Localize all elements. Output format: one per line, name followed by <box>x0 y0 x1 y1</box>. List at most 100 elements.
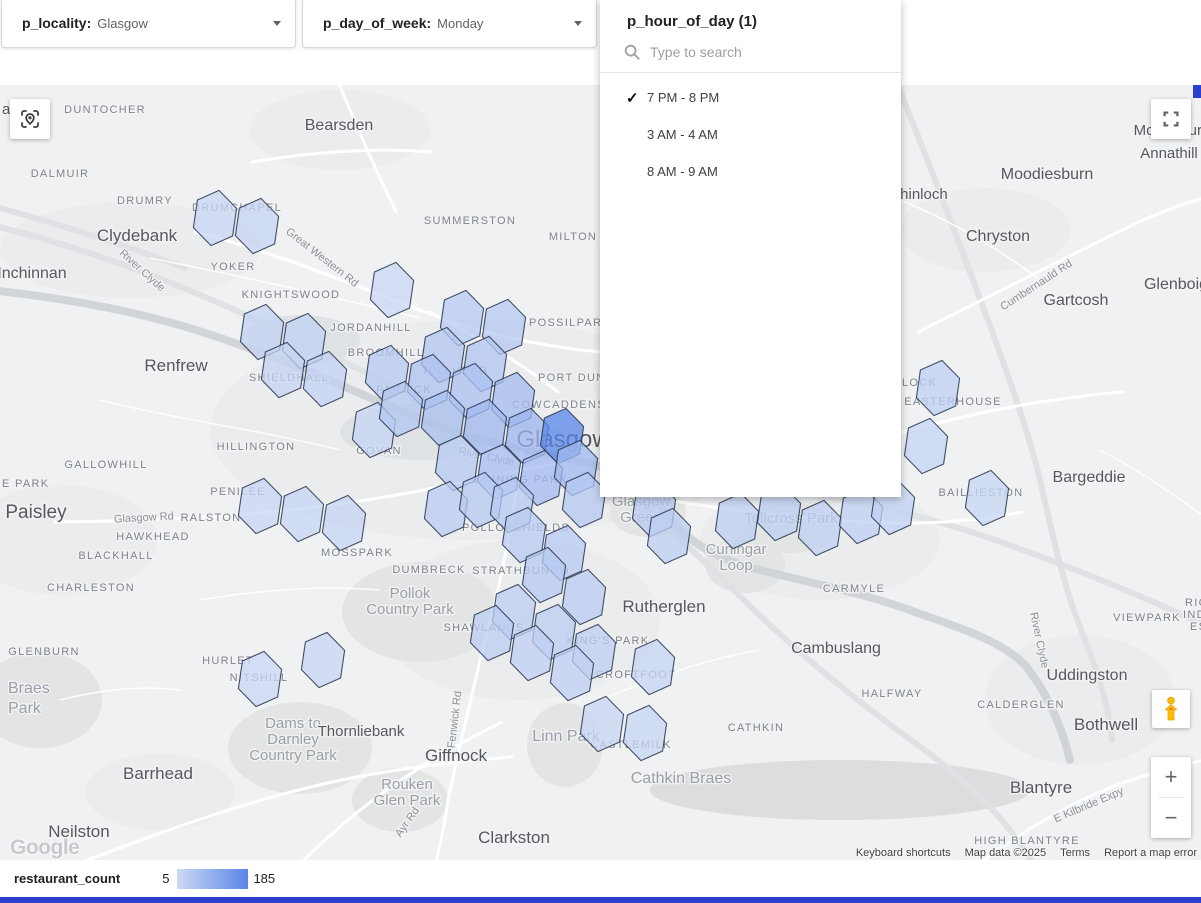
hex-bin[interactable] <box>797 499 843 557</box>
minor-roads <box>59 199 1201 701</box>
hex-bin[interactable] <box>378 380 424 438</box>
horizontal-scrollbar[interactable] <box>0 897 1201 903</box>
hex-bin[interactable] <box>521 546 567 604</box>
pegman-icon <box>1164 696 1178 721</box>
hour-option[interactable]: ✓ 7 PM - 8 PM <box>600 79 901 116</box>
map-label: JORDANHILL <box>330 322 411 334</box>
legend-min-value: 5 <box>162 871 170 886</box>
hour-filter-search <box>600 38 901 72</box>
map-label: Inchinnan <box>0 265 67 282</box>
legend-field-name: restaurant_count <box>14 871 121 886</box>
hex-bin[interactable] <box>300 631 346 689</box>
hex-bin[interactable] <box>561 568 607 626</box>
map-label: Chryston <box>966 228 1030 245</box>
map-data-copyright: Map data ©2025 <box>964 847 1047 859</box>
vertical-scrollbar-thumb[interactable] <box>1193 85 1201 98</box>
pegman-button[interactable] <box>1152 690 1190 728</box>
terms-link[interactable]: Terms <box>1060 847 1091 859</box>
fullscreen-button[interactable] <box>1151 99 1191 139</box>
google-logo[interactable]: Google <box>10 836 80 859</box>
filter-day-label: p_day_of_week: <box>323 15 432 31</box>
map-label: Blantyre <box>1010 778 1072 797</box>
hour-option[interactable]: 3 AM - 4 AM <box>600 116 901 153</box>
search-icon <box>624 44 640 60</box>
legend-max-value: 185 <box>253 871 276 886</box>
filter-day-of-week[interactable]: p_day_of_week: Monday <box>302 0 597 48</box>
hex-bin[interactable] <box>192 189 238 247</box>
hex-bin[interactable] <box>549 644 595 702</box>
hex-bin[interactable] <box>423 480 469 538</box>
hex-bin[interactable] <box>630 638 676 696</box>
map-label: RIG <box>1185 597 1201 609</box>
hex-bin[interactable] <box>237 650 283 708</box>
map-label: ES <box>1190 621 1201 633</box>
map-label: SUMMERSTON <box>424 215 516 227</box>
hex-bin[interactable] <box>579 695 625 753</box>
map-label: Cambuslang <box>791 640 881 657</box>
hexbin-layer[interactable] <box>192 189 1010 762</box>
map-label: HIGH BLANTYRE <box>974 835 1080 847</box>
hour-option-label: 8 AM - 9 AM <box>647 164 718 179</box>
hex-bin[interactable] <box>237 477 283 535</box>
map-label: Uddingston <box>1047 667 1128 684</box>
search-input[interactable] <box>648 43 885 61</box>
panel-divider <box>600 72 901 73</box>
hex-bin[interactable] <box>561 471 607 529</box>
hex-bin[interactable] <box>903 417 949 475</box>
map-label: MOSSPARK <box>321 547 393 559</box>
map-label: INDU <box>1183 609 1201 621</box>
hex-bin[interactable] <box>279 485 325 543</box>
hex-bin[interactable] <box>964 469 1010 527</box>
recenter-button[interactable] <box>10 99 50 139</box>
map-label: Glen Park <box>374 792 441 809</box>
filter-locality[interactable]: p_locality: Glasgow <box>1 0 296 48</box>
hex-bin[interactable] <box>469 604 515 662</box>
hex-bin[interactable] <box>369 261 415 319</box>
map-label: Paisley <box>5 502 67 523</box>
filter-locality-value: Glasgow <box>97 15 148 31</box>
filter-locality-label: p_locality: <box>22 15 92 31</box>
keyboard-shortcuts-link[interactable]: Keyboard shortcuts <box>855 847 951 859</box>
zoom-divider <box>1158 797 1184 798</box>
map-label: POSSILPARK <box>529 317 611 329</box>
legend-bar: restaurant_count 5 185 <box>0 860 1201 897</box>
map-attribution: Keyboard shortcuts Map data ©2025 Terms … <box>856 847 1197 859</box>
map-label: HILLINGTON <box>217 441 296 453</box>
map-label: CATHKIN <box>728 722 785 734</box>
map-label: Pollok <box>390 585 431 602</box>
hex-bin[interactable] <box>646 507 692 565</box>
recenter-pin-icon <box>21 110 39 128</box>
map-label: RALSTON <box>181 512 242 524</box>
map-label: HURLET <box>202 655 254 667</box>
chevron-down-icon <box>273 20 281 26</box>
map-label: DRUMRY <box>117 195 173 207</box>
map-label: DUMBRECK <box>392 564 465 576</box>
hex-bin[interactable] <box>509 624 555 682</box>
map-label: Thornliebank <box>318 723 405 740</box>
hex-bin[interactable] <box>234 197 280 255</box>
map-label: Clydebank <box>97 226 178 245</box>
map-label: KNIGHTSWOOD <box>242 289 341 301</box>
cathkin-braes-area <box>650 760 1030 820</box>
filter-day-value: Monday <box>437 15 484 31</box>
zoom-out-button[interactable]: − <box>1151 798 1191 838</box>
report-map-error-link[interactable]: Report a map error <box>1104 847 1197 859</box>
map-label: GALLOWHILL <box>64 459 147 471</box>
hour-option[interactable]: 8 AM - 9 AM <box>600 153 901 190</box>
map-label: Park <box>8 700 42 717</box>
map-label: Gartcosh <box>1044 292 1109 309</box>
map-label: Bearsden <box>305 117 374 134</box>
map-label: GLENBURN <box>8 646 80 658</box>
map-label: Cathkin Braes <box>631 770 732 787</box>
map-label: Renfrew <box>144 356 208 375</box>
hex-bin[interactable] <box>622 704 668 762</box>
hex-bin[interactable] <box>915 359 961 417</box>
map-label: CALDERGLEN <box>977 699 1065 711</box>
zoom-in-button[interactable]: + <box>1151 757 1191 797</box>
hex-bin[interactable] <box>302 350 348 408</box>
map-label: Bargeddie <box>1053 469 1126 486</box>
hex-bin[interactable] <box>260 341 306 399</box>
hex-bin[interactable] <box>321 494 367 552</box>
zoom-control: + − <box>1151 757 1191 838</box>
